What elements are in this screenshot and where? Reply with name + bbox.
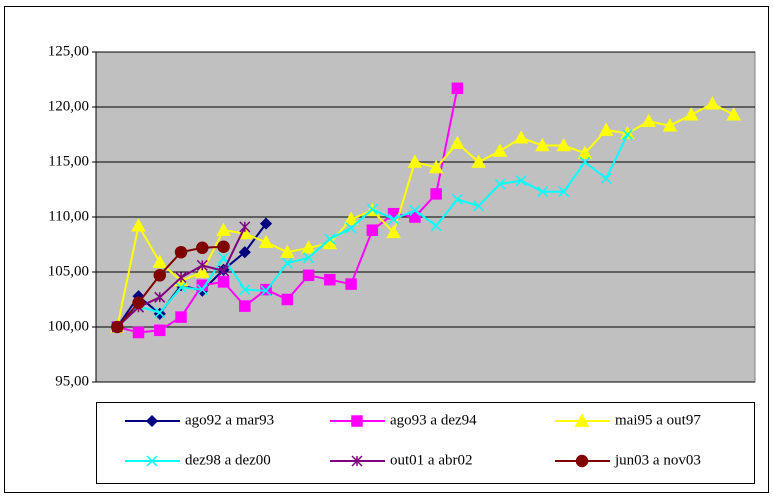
- data-point: [260, 285, 272, 297]
- legend-label: ago93 a dez94: [390, 412, 477, 428]
- legend-marker: [145, 414, 159, 428]
- data-point: [598, 122, 614, 136]
- data-point: [536, 186, 548, 198]
- data-point: [683, 107, 699, 121]
- data-point: [175, 281, 187, 293]
- data-point: [154, 307, 166, 319]
- data-point: [535, 137, 550, 152]
- data-point: [430, 188, 442, 200]
- y-tick-label: 115,00: [48, 153, 89, 169]
- data-point: [175, 311, 187, 323]
- data-point: [217, 240, 230, 253]
- data-point: [409, 204, 421, 216]
- data-point: [345, 278, 357, 290]
- data-point: [345, 222, 357, 234]
- y-tick-label: 120,00: [48, 98, 89, 114]
- legend-box: [96, 402, 755, 484]
- data-point: [175, 271, 187, 284]
- data-point: [492, 143, 508, 157]
- data-point: [473, 200, 485, 212]
- data-point: [154, 324, 166, 337]
- data-point: [386, 224, 401, 239]
- data-point: [324, 233, 336, 245]
- data-point: [174, 245, 188, 259]
- legend-marker: [575, 454, 589, 468]
- data-point: [579, 156, 591, 168]
- data-point: [131, 218, 146, 232]
- legend-marker: [574, 413, 590, 427]
- data-point: [216, 222, 231, 236]
- data-point: [132, 296, 145, 310]
- data-point: [621, 128, 633, 141]
- data-point: [324, 273, 336, 286]
- data-point: [196, 259, 208, 271]
- data-point: [409, 211, 421, 223]
- data-point: [154, 291, 166, 303]
- data-point: [407, 154, 423, 168]
- y-tick-label: 100,00: [48, 318, 89, 334]
- data-point: [620, 125, 635, 140]
- data-point: [218, 252, 230, 264]
- legend-label: ago92 a mar93: [185, 412, 274, 428]
- data-point: [600, 172, 612, 185]
- data-point: [196, 241, 209, 255]
- data-point: [641, 113, 656, 128]
- data-point: [301, 240, 316, 254]
- data-point: [196, 284, 208, 296]
- data-point: [281, 257, 293, 269]
- data-point: [471, 154, 486, 168]
- data-point: [450, 135, 465, 150]
- data-point: [239, 300, 251, 312]
- data-point: [577, 145, 593, 159]
- legend-label: dez98 a dez00: [185, 452, 271, 468]
- legend-marker: [146, 455, 158, 467]
- data-point: [152, 254, 168, 268]
- legend-label: out01 a abr02: [390, 452, 472, 468]
- data-point: [303, 252, 315, 264]
- legend-label: jun03 a nov03: [614, 452, 701, 468]
- y-tick-label: 95,00: [55, 373, 89, 389]
- data-point: [705, 96, 720, 110]
- data-point: [513, 130, 529, 144]
- y-tick-label: 125,00: [48, 43, 89, 59]
- data-point: [366, 203, 378, 215]
- data-point: [111, 320, 124, 334]
- data-point: [726, 107, 742, 121]
- data-point: [280, 244, 295, 258]
- data-point: [343, 211, 359, 225]
- data-point: [239, 284, 251, 296]
- data-point: [260, 217, 273, 230]
- y-tick-label: 110,00: [48, 208, 89, 224]
- data-point: [662, 118, 678, 132]
- data-point: [258, 234, 274, 249]
- data-point: [302, 269, 315, 282]
- data-point: [366, 224, 379, 236]
- data-point: [132, 326, 145, 339]
- data-point: [388, 213, 400, 225]
- legend-marker: [351, 415, 363, 427]
- data-point: [556, 137, 571, 152]
- data-point: [494, 178, 506, 190]
- data-point: [281, 293, 294, 306]
- data-point: [153, 269, 167, 282]
- data-point: [558, 186, 570, 198]
- data-point: [430, 220, 442, 232]
- data-point: [218, 265, 230, 277]
- data-point: [515, 175, 527, 187]
- data-point: [428, 159, 444, 174]
- data-point: [238, 246, 251, 259]
- legend-marker: [351, 455, 363, 467]
- data-point: [217, 276, 230, 288]
- data-point: [451, 193, 463, 205]
- data-point: [239, 221, 251, 233]
- data-point: [451, 82, 464, 95]
- data-point: [195, 264, 210, 278]
- y-tick-label: 105,00: [48, 263, 89, 279]
- legend-label: mai95 a out97: [615, 412, 701, 428]
